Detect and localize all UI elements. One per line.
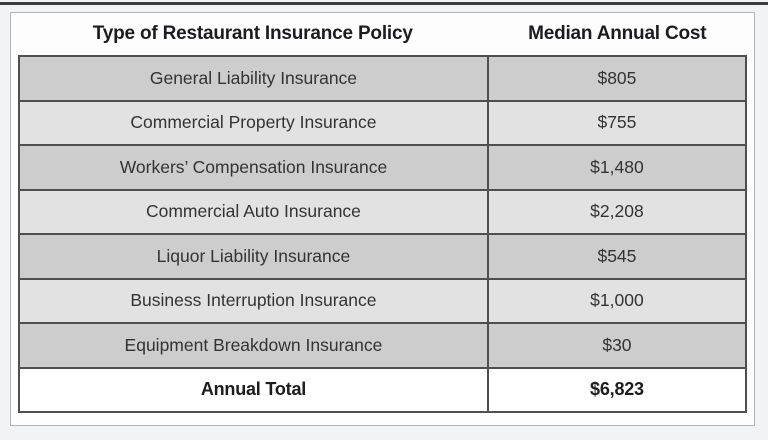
column-header-median-annual-cost: Median Annual Cost	[528, 23, 707, 44]
cost-value-cell: $1,000	[486, 279, 745, 322]
policy-name-cell: General Liability Insurance	[149, 67, 358, 88]
policy-name-cell: Equipment Breakdown Insurance	[124, 334, 383, 355]
table-row: Liquor Liability Insurance $545	[20, 233, 745, 278]
cost-value-cell: $1,480	[486, 146, 745, 189]
table-row: Workers’ Compensation Insurance $1,480	[20, 144, 745, 189]
table-row: Commercial Property Insurance $755	[20, 99, 745, 144]
top-divider-rule	[0, 2, 768, 5]
insurance-cost-table-card: Type of Restaurant Insurance Policy Medi…	[10, 12, 755, 426]
table-row: Commercial Auto Insurance $2,208	[20, 188, 745, 233]
column-header-policy-type: Type of Restaurant Insurance Policy	[92, 23, 413, 44]
policy-name-cell: Commercial Auto Insurance	[145, 201, 361, 222]
annual-total-label-cell: Annual Total	[200, 379, 307, 400]
cost-value-cell: $755	[486, 101, 745, 144]
policy-name-cell: Liquor Liability Insurance	[156, 245, 351, 266]
table-header-row: Type of Restaurant Insurance Policy Medi…	[18, 13, 747, 55]
policy-name-cell: Workers’ Compensation Insurance	[119, 156, 388, 177]
table-row: Equipment Breakdown Insurance $30	[20, 322, 745, 367]
table-row: General Liability Insurance $805	[20, 57, 745, 100]
policy-name-cell: Commercial Property Insurance	[130, 112, 377, 133]
cost-value-cell: $805	[486, 57, 745, 100]
cost-value-cell: $30	[486, 324, 745, 367]
insurance-cost-table: General Liability Insurance $805 Commerc…	[18, 55, 747, 413]
cost-value-cell: $545	[486, 235, 745, 278]
annual-total-row: Annual Total $6,823	[20, 366, 745, 411]
table-row: Business Interruption Insurance $1,000	[20, 277, 745, 322]
cost-value-cell: $2,208	[486, 190, 745, 233]
policy-name-cell: Business Interruption Insurance	[130, 290, 377, 311]
annual-total-value-cell: $6,823	[486, 368, 745, 411]
